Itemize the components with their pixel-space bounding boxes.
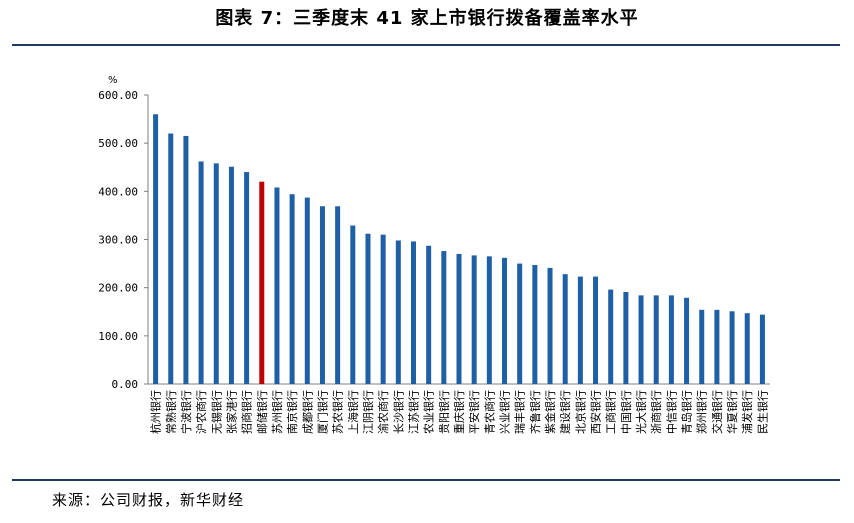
category-label: 常熟银行 [164,390,178,434]
bar [684,297,690,384]
category-label: 华夏银行 [725,390,739,434]
y-tick-label: 600.00 [98,89,138,102]
bar [486,256,492,384]
category-label: 张家港行 [224,390,238,434]
bar [593,276,599,384]
category-label: 上海银行 [346,390,360,434]
y-tick-label: 200.00 [98,282,138,295]
category-label: 青岛银行 [680,390,694,434]
category-label: 交通银行 [710,390,724,434]
bar [365,233,371,384]
bottom-rule [12,479,840,481]
bar [668,295,674,384]
category-label: 江苏银行 [406,390,420,434]
y-tick-labels: 0.00 100.00 200.00 300.00 400.00 500.00 600.00 [98,89,138,391]
bar [532,265,538,384]
bar [441,251,447,384]
category-label: 招商银行 [240,390,254,434]
bar [183,135,189,384]
bar [517,263,523,384]
category-label: 齐鲁银行 [528,390,542,434]
bar [456,253,462,384]
category-label: 南京银行 [285,390,299,434]
bar [410,241,416,384]
category-label: 重庆银行 [452,390,466,434]
bar [168,133,174,384]
bar [471,255,477,384]
category-label: 宁波银行 [179,390,193,434]
category-label: 长沙银行 [391,390,405,434]
bar [350,225,356,384]
bar [259,181,265,384]
bar [274,187,280,384]
category-label: 成都银行 [300,390,314,434]
category-label: 农业银行 [422,390,436,434]
bar [729,311,735,384]
bar [426,245,432,384]
category-label: 渝农商行 [376,390,390,434]
bar [653,295,659,384]
category-label: 无锡银行 [209,390,223,434]
category-label: 工商银行 [604,390,618,434]
bar [244,172,250,384]
bar [395,240,401,384]
category-label: 西安银行 [589,390,603,434]
bar [714,309,720,384]
y-tick-label: 500.00 [98,137,138,150]
y-tick-label: 100.00 [98,330,138,343]
category-label: 贵阳银行 [437,390,451,434]
bar [699,309,705,384]
y-tick-label: 300.00 [98,234,138,247]
category-label: 紫金银行 [543,390,557,434]
category-label: 苏州银行 [270,390,284,434]
bar [744,313,750,384]
category-label: 兴业银行 [498,390,512,434]
bar [577,276,583,384]
category-label: 郑州银行 [695,390,709,434]
bar [335,206,341,384]
category-label: 江阴银行 [361,390,375,434]
y-tick-label: 0.00 [112,378,139,391]
bar [638,295,644,384]
category-label: 瑞丰银行 [513,390,527,434]
top-rule [12,44,840,46]
bar [547,267,553,384]
bar [228,166,234,384]
category-label: 浦发银行 [740,390,754,434]
source-note: 来源：公司财报，新华财经 [52,491,245,509]
x-category-labels: 杭州银行 常熟银行 宁波银行 沪农商行 无锡银行 张家港行 招商银行 邮储银行 苏州银行 南京银行… [149,390,770,434]
category-label: 北京银行 [573,390,587,434]
bar [562,274,568,384]
y-axis-unit: % [108,75,118,86]
bar [213,163,219,384]
chart-title: 图表 7：三季度末 41 家上市银行拨备覆盖率水平 [215,8,639,29]
category-label: 中国银行 [619,390,633,434]
category-label: 厦门银行 [315,390,329,434]
category-label: 杭州银行 [149,390,163,434]
bar-chart: 0.00 100.00 200.00 300.00 400.00 500.00 600.00… [98,75,770,434]
category-label: 青农商行 [482,390,496,434]
category-label: 建设银行 [558,390,572,434]
category-label: 平安银行 [467,390,481,434]
y-tick-label: 400.00 [98,185,138,198]
bar [198,161,204,384]
bar [623,292,629,384]
bar [380,234,386,384]
category-label: 邮储银行 [255,390,269,434]
bar [759,314,765,384]
category-label: 中信银行 [664,390,678,434]
category-label: 沪农商行 [194,390,208,434]
category-label: 浙商银行 [649,390,663,434]
category-label: 光大银行 [634,390,648,434]
bar [319,206,325,384]
bar [289,194,295,384]
bar [502,257,508,384]
category-label: 民生银行 [755,390,769,434]
bar [304,197,310,384]
bar [608,289,614,384]
bar [153,114,159,385]
chart-bars [153,114,765,385]
category-label: 苏农银行 [331,390,345,434]
